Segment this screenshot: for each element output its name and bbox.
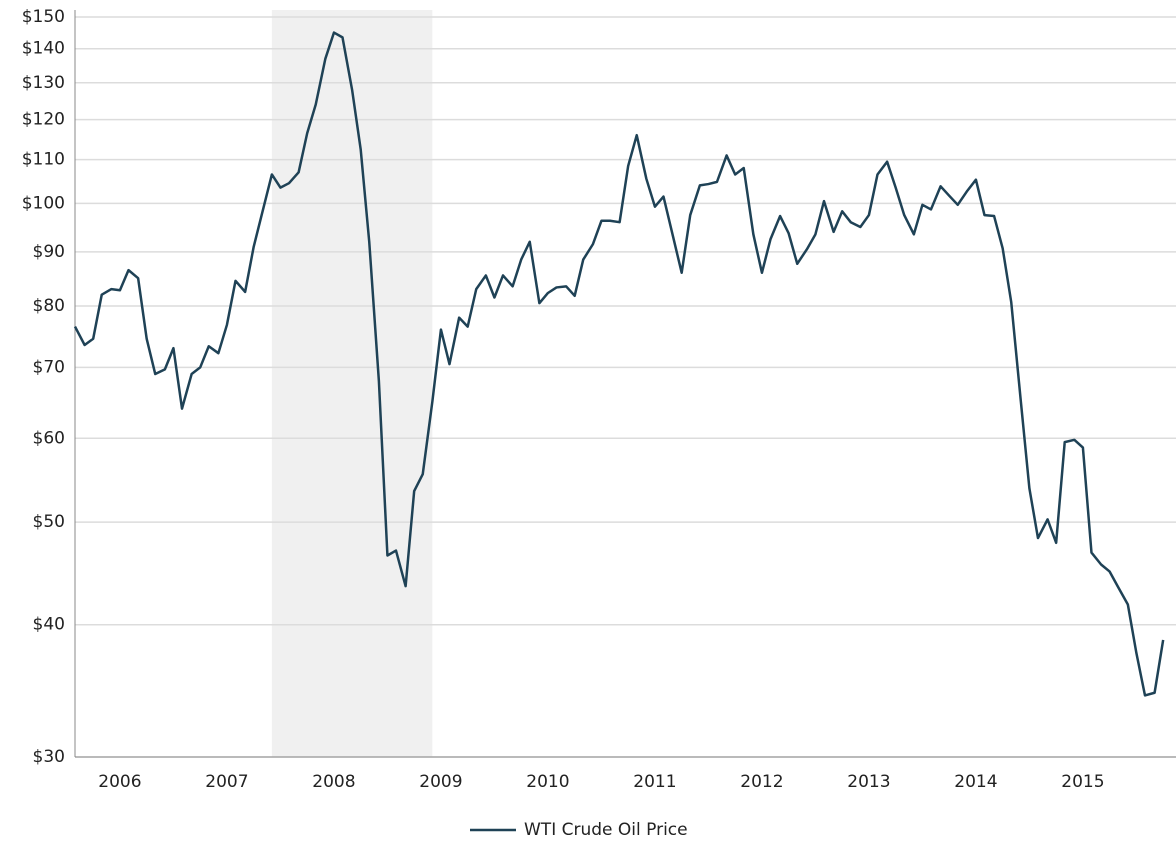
data-line	[73, 31, 1165, 697]
legend-label: WTI Crude Oil Price	[524, 820, 688, 840]
y-tick-label: $90	[33, 242, 65, 262]
x-tick-label: 2010	[526, 772, 569, 792]
y-tick-label: $60	[33, 428, 65, 448]
x-tick-label: 2008	[312, 772, 355, 792]
x-tick-label: 2011	[633, 772, 676, 792]
y-tick-label: $110	[22, 150, 65, 170]
y-tick-label: $30	[33, 747, 65, 767]
x-tick-label: 2014	[954, 772, 997, 792]
x-tick-label: 2007	[205, 772, 248, 792]
shaded-region	[271, 10, 433, 757]
x-tick-label: 2013	[847, 772, 890, 792]
x-tick-label: 2009	[419, 772, 462, 792]
x-tick-label: 2015	[1061, 772, 1104, 792]
x-tick-label: 2006	[98, 772, 141, 792]
y-tick-label: $40	[33, 615, 65, 635]
y-tick-label: $130	[22, 73, 65, 93]
y-tick-label: $140	[22, 39, 65, 59]
y-tick-label: $120	[22, 110, 65, 130]
y-tick-label: $50	[33, 512, 65, 532]
y-tick-label: $100	[22, 193, 65, 213]
y-tick-label: $70	[33, 357, 65, 377]
y-tick-label: $150	[22, 7, 65, 27]
y-tick-label: $80	[33, 296, 65, 316]
x-tick-label: 2012	[740, 772, 783, 792]
